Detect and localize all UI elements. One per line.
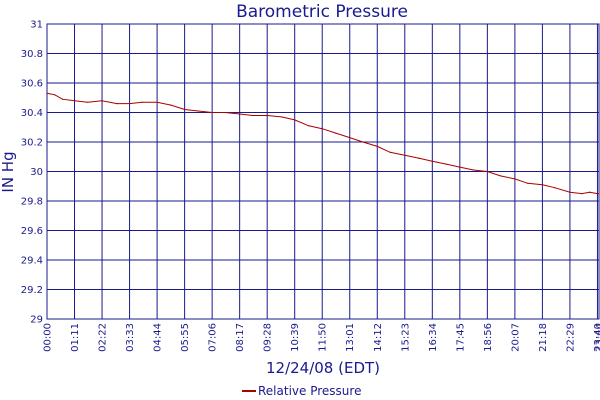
y-tick-label: 30.6 xyxy=(21,79,43,90)
y-axis-label: IN Hg xyxy=(0,151,17,192)
x-tick-label: 20:07 xyxy=(510,323,521,352)
data-point xyxy=(266,114,268,117)
data-point xyxy=(486,170,488,173)
data-point xyxy=(184,108,186,111)
data-point xyxy=(362,141,364,143)
data-point xyxy=(514,178,516,180)
data-point xyxy=(156,101,158,103)
data-point xyxy=(418,157,420,159)
data-point xyxy=(321,128,323,130)
x-tick-label: 23:44 xyxy=(595,323,600,352)
x-tick-labels: 00:00 01:11 02:22 03:33 04:44 05:55 07:06 08:17… xyxy=(43,323,600,352)
data-point xyxy=(598,193,600,195)
x-tick-label: 13:01 xyxy=(345,323,356,352)
y-tick-label: 30.8 xyxy=(21,49,43,60)
data-point xyxy=(251,114,254,117)
data-point xyxy=(589,191,591,193)
data-point xyxy=(554,187,556,189)
data-point xyxy=(239,113,241,115)
data-point xyxy=(280,116,283,118)
plot-area-border xyxy=(46,23,600,320)
data-point xyxy=(61,98,64,100)
x-tick-label: 05:55 xyxy=(180,323,191,352)
data-point xyxy=(54,94,56,96)
x-tick-label: 15:23 xyxy=(400,323,411,352)
y-tick-label: 29.8 xyxy=(21,197,43,208)
data-point xyxy=(73,100,76,102)
y-tick-label: 31 xyxy=(30,20,43,31)
x-tick-label: 22:29 xyxy=(565,323,576,352)
x-tick-label: 21:18 xyxy=(538,323,549,352)
y-tick-label: 29.6 xyxy=(21,226,43,237)
data-point xyxy=(197,110,199,112)
x-tick-label: 07:06 xyxy=(208,323,219,352)
x-tick-label: 14:12 xyxy=(373,323,384,352)
x-tick-label: 00:00 xyxy=(43,323,54,352)
y-tick-label: 29.2 xyxy=(21,285,43,296)
data-point xyxy=(224,111,226,114)
data-point xyxy=(101,100,103,102)
y-tick-label: 30.4 xyxy=(21,108,43,119)
data-point xyxy=(46,92,48,94)
x-axis-label: 12/24/08 (EDT) xyxy=(266,359,380,377)
x-tick-label: 09:28 xyxy=(263,323,274,352)
x-tick-label: 03:33 xyxy=(125,323,136,352)
x-tick-label: 17:45 xyxy=(455,323,466,352)
chart-title: Barometric Pressure xyxy=(236,2,408,22)
data-point xyxy=(445,163,447,165)
data-point xyxy=(499,175,502,177)
x-tick-label: 18:56 xyxy=(483,323,494,352)
legend: Relative Pressure xyxy=(242,384,361,398)
data-point xyxy=(404,154,406,156)
x-tick-label: 11:50 xyxy=(318,323,329,352)
y-tick-label: 29.4 xyxy=(21,256,43,267)
data-point xyxy=(527,182,529,184)
data-point xyxy=(581,193,583,195)
x-tick-label: 08:17 xyxy=(235,323,246,352)
x-tick-label: 16:34 xyxy=(428,323,439,352)
x-tick-label: 04:44 xyxy=(153,323,164,352)
data-point xyxy=(308,125,310,127)
x-tick-label: 23:40 xyxy=(593,323,600,352)
data-point xyxy=(141,101,143,103)
y-tick-labels: 29 29.2 29.4 29.6 29.8 30 30.2 30.4 30.6 30.8 31 xyxy=(21,20,43,326)
data-point xyxy=(335,132,337,134)
y-tick-label: 29 xyxy=(30,315,43,326)
data-point xyxy=(128,103,131,105)
data-point xyxy=(170,104,172,106)
data-point xyxy=(116,103,118,105)
data-point xyxy=(541,184,544,186)
data-point xyxy=(294,119,296,121)
series-group xyxy=(46,92,600,195)
grid-lines xyxy=(46,23,600,320)
data-point xyxy=(596,193,599,195)
data-point xyxy=(459,166,461,168)
x-tick-label: 02:22 xyxy=(98,323,109,352)
data-point xyxy=(211,111,213,114)
data-point xyxy=(569,191,571,193)
data-point xyxy=(376,145,378,148)
data-point xyxy=(431,160,433,162)
x-tick-label: 01:11 xyxy=(70,323,81,352)
x-tick-label: 10:39 xyxy=(290,323,301,352)
data-point xyxy=(87,101,89,103)
data-point xyxy=(472,169,475,171)
data-point xyxy=(349,136,351,139)
series-line-relative-pressure xyxy=(46,92,599,195)
y-tick-label: 30.2 xyxy=(21,138,43,149)
data-point xyxy=(389,151,391,153)
legend-label: Relative Pressure xyxy=(258,384,361,398)
y-tick-label: 30 xyxy=(30,167,43,178)
